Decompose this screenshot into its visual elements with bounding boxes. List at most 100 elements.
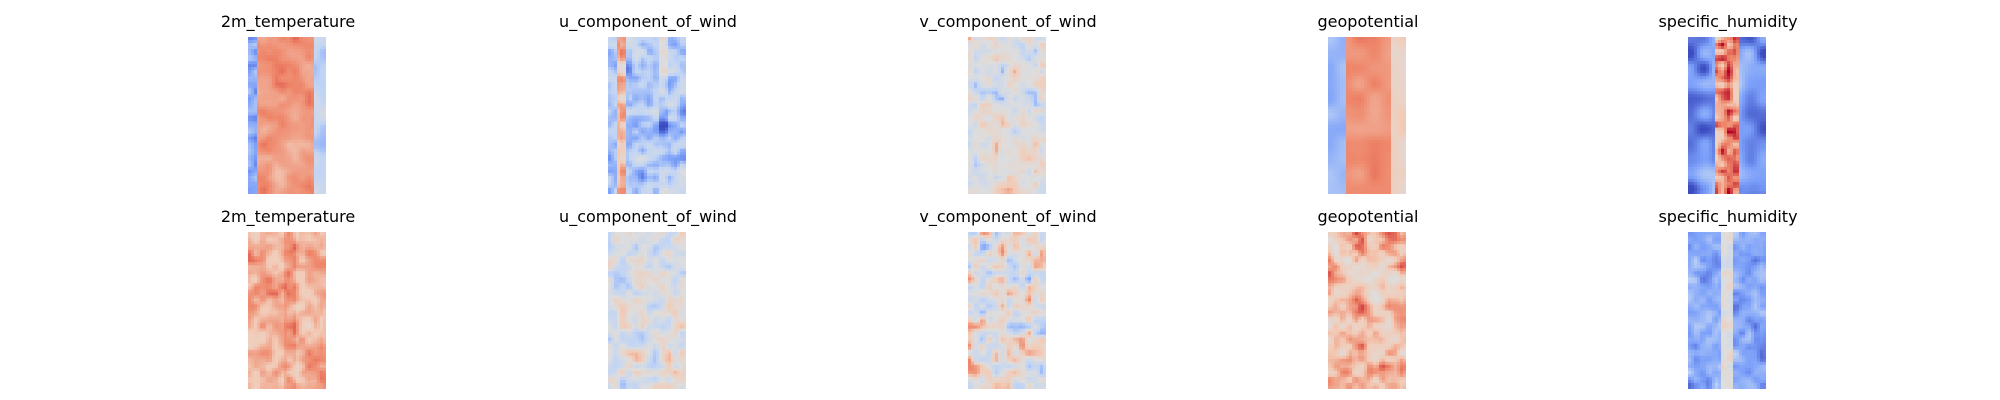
heatmap-cell: [1013, 163, 1017, 168]
heatmap-cell: [662, 64, 666, 68]
heatmap-cell: [1010, 136, 1014, 141]
heatmap-cell: [1043, 139, 1046, 144]
heatmap-cell: [608, 133, 612, 138]
heatmap-cell: [293, 130, 297, 135]
heatmap-cell: [1337, 124, 1341, 128]
heatmap-cell: [653, 142, 657, 147]
heatmap-cell: [977, 124, 981, 128]
heatmap-cell: [1400, 91, 1404, 95]
heatmap-cell: [1367, 64, 1371, 68]
heatmap-cell: [299, 46, 303, 50]
heatmap-cell: [608, 67, 612, 71]
heatmap-cell: [647, 157, 651, 162]
heatmap-cell: [284, 82, 288, 86]
heatmap-cell: [1379, 142, 1383, 147]
heatmap-cell: [248, 118, 252, 122]
heatmap-cell: [1373, 58, 1377, 62]
heatmap-cell: [275, 154, 279, 159]
heatmap-cell: [296, 127, 300, 131]
heatmap-cell: [611, 184, 615, 189]
heatmap-cell: [662, 178, 666, 183]
heatmap-cell: [323, 121, 326, 125]
heatmap-cell: [1028, 100, 1032, 104]
heatmap-cell: [1364, 61, 1368, 65]
heatmap-cell: [263, 49, 267, 53]
heatmap-cell: [320, 178, 324, 183]
heatmap-cell: [317, 163, 321, 168]
heatmap-cell: [1328, 64, 1332, 68]
heatmap-cell: [1382, 37, 1386, 41]
heatmap-cell: [293, 118, 297, 122]
heatmap-cell: [641, 94, 645, 98]
heatmap-cell: [1385, 79, 1389, 83]
heatmap-cell: [626, 175, 630, 180]
heatmap-cell: [257, 55, 261, 59]
heatmap-cell: [317, 121, 321, 125]
heatmap-cell: [248, 190, 252, 194]
heatmap-cell: [1364, 37, 1368, 41]
heatmap-cell: [632, 94, 636, 98]
heatmap-cell: [296, 82, 300, 86]
heatmap-cell: [623, 76, 627, 80]
heatmap-cell: [620, 58, 624, 62]
heatmap-cell: [254, 130, 258, 135]
heatmap-cell: [644, 154, 648, 159]
heatmap-cell: [623, 136, 627, 141]
heatmap-cell: [650, 178, 654, 183]
heatmap-cell: [1361, 112, 1365, 116]
heatmap-cell: [986, 97, 990, 101]
heatmap-cell: [617, 130, 621, 135]
heatmap-cell: [1007, 163, 1011, 168]
heatmap-cell: [1334, 124, 1338, 128]
heatmap-cell: [653, 175, 657, 180]
heatmap-cell: [1025, 49, 1029, 53]
heatmap-cell: [1007, 64, 1011, 68]
heatmap-cell: [980, 64, 984, 68]
heatmap-cell: [275, 94, 279, 98]
heatmap-cell: [308, 100, 312, 104]
heatmap-cell: [1400, 103, 1404, 107]
heatmap-cell: [683, 160, 686, 165]
heatmap-cell: [1355, 64, 1359, 68]
heatmap-cell: [1034, 85, 1038, 89]
heatmap-cell: [971, 166, 975, 171]
heatmap-cell: [1376, 52, 1380, 56]
heatmap-cell: [278, 169, 282, 174]
heatmap-cell: [677, 139, 681, 144]
heatmap-cell: [1016, 112, 1020, 116]
heatmap-cell: [257, 100, 261, 104]
heatmap-cell: [1394, 136, 1398, 141]
heatmap-cell: [671, 124, 675, 128]
heatmap-cell: [1010, 64, 1014, 68]
heatmap-cell: [305, 55, 309, 59]
heatmap-cell: [275, 124, 279, 128]
heatmap-cell: [317, 46, 321, 50]
heatmap-cell: [662, 91, 666, 95]
heatmap-cell: [611, 46, 615, 50]
heatmap-cell: [1043, 79, 1046, 83]
heatmap-cell: [251, 184, 255, 189]
heatmap-cell: [290, 142, 294, 147]
heatmap-cell: [272, 103, 276, 107]
heatmap-cell: [1343, 136, 1347, 141]
heatmap-cell: [626, 58, 630, 62]
heatmap-cell: [668, 169, 672, 174]
heatmap-cell: [290, 124, 294, 128]
heatmap-cell: [266, 187, 270, 192]
heatmap-cell: [1004, 133, 1008, 138]
heatmap-cell: [983, 130, 987, 135]
heatmap-cell: [302, 169, 306, 174]
heatmap-cell: [611, 91, 615, 95]
heatmap-cell: [629, 139, 633, 144]
heatmap-cell: [1358, 67, 1362, 71]
heatmap-cell: [1388, 70, 1392, 74]
heatmap-cell: [1331, 58, 1335, 62]
heatmap-cell: [251, 106, 255, 110]
heatmap-cell: [995, 184, 999, 189]
heatmap-cell: [1397, 118, 1401, 122]
heatmap-cell: [623, 37, 627, 41]
heatmap-cell: [323, 49, 326, 53]
heatmap-cell: [1028, 91, 1032, 95]
heatmap-cell: [1397, 49, 1401, 53]
heatmap-cell: [968, 169, 972, 174]
